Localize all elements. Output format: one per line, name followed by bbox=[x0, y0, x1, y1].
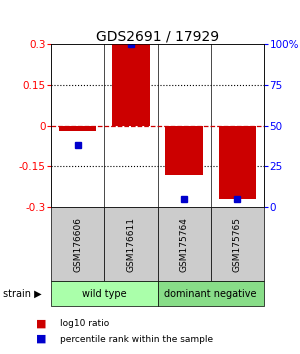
Text: wild type: wild type bbox=[82, 289, 127, 299]
Text: GSM176611: GSM176611 bbox=[126, 217, 135, 272]
Bar bbox=[59, 126, 96, 131]
Bar bbox=[219, 126, 256, 199]
Text: percentile rank within the sample: percentile rank within the sample bbox=[60, 335, 213, 344]
Text: GSM175764: GSM175764 bbox=[180, 217, 189, 272]
Bar bbox=[166, 126, 203, 175]
Text: log10 ratio: log10 ratio bbox=[60, 319, 109, 329]
Text: dominant negative: dominant negative bbox=[164, 289, 257, 299]
Bar bbox=[112, 44, 149, 126]
Text: GSM176606: GSM176606 bbox=[73, 217, 82, 272]
Text: strain ▶: strain ▶ bbox=[3, 289, 42, 299]
Title: GDS2691 / 17929: GDS2691 / 17929 bbox=[96, 29, 219, 43]
Text: ■: ■ bbox=[36, 319, 46, 329]
Text: GSM175765: GSM175765 bbox=[233, 217, 242, 272]
Text: ■: ■ bbox=[36, 334, 46, 344]
